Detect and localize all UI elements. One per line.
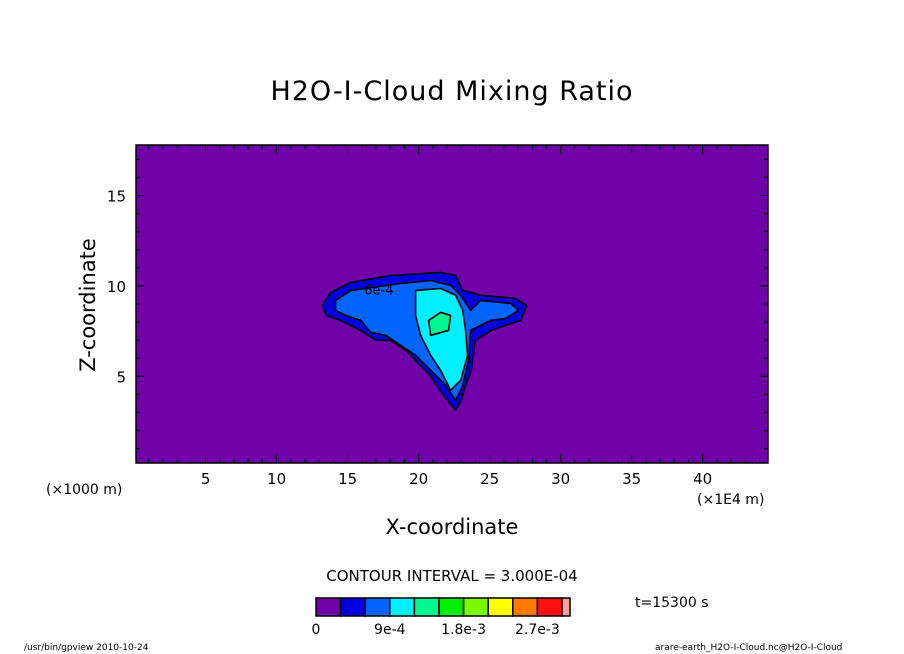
- colorbar-label: 0: [312, 622, 321, 638]
- colorbar-swatch: [339, 597, 366, 617]
- colorbar-swatch: [487, 597, 514, 617]
- x-tick-label: 35: [622, 470, 641, 488]
- chart-title: H2O-I-Cloud Mixing Ratio: [270, 76, 634, 107]
- colorbar-swatch: [536, 597, 563, 617]
- x-tick-label: 20: [409, 470, 428, 488]
- contour-level-3: [414, 287, 469, 392]
- colorbar-label: 9e-4: [374, 622, 406, 638]
- colorbar-swatch: [315, 597, 342, 617]
- y-tick-label: 5: [116, 368, 126, 386]
- y-tick-label: 15: [107, 188, 126, 206]
- contour-level-4: [427, 311, 452, 337]
- x-tick-label: 10: [267, 470, 286, 488]
- x-axis-label: X-coordinate: [385, 515, 519, 539]
- contour-label: 6e-4: [364, 284, 393, 299]
- x-unit-left: (×1000 m): [46, 482, 123, 498]
- colorbar-swatch: [512, 597, 539, 617]
- colorbar-swatch: [364, 597, 391, 617]
- x-tick-label: 15: [338, 470, 357, 488]
- x-tick-label: 40: [693, 470, 712, 488]
- colorbar-swatch: [438, 597, 465, 617]
- footer-left: /usr/bin/gpview 2010-10-24: [24, 643, 149, 653]
- colorbar-label: 1.8e-3: [441, 622, 486, 638]
- y-axis-label: Z-coordinate: [76, 238, 100, 372]
- colorbar-swatch: [462, 597, 489, 617]
- colorbar-swatch: [389, 597, 416, 617]
- x-tick-label: 5: [201, 470, 211, 488]
- x-unit-right: (×1E4 m): [697, 492, 765, 508]
- footer-right: arare-earth_H2O-I-Cloud.nc@H2O-I-Cloud: [655, 643, 843, 653]
- colorbar-swatch: [413, 597, 440, 617]
- x-tick-label: 30: [551, 470, 570, 488]
- colorbar-swatch: [561, 597, 571, 617]
- y-tick-label: 10: [107, 278, 126, 296]
- time-label: t=15300 s: [635, 595, 709, 611]
- contour-interval: CONTOUR INTERVAL = 3.000E-04: [326, 567, 578, 585]
- colorbar-label: 2.7e-3: [515, 622, 560, 638]
- x-tick-label: 25: [480, 470, 499, 488]
